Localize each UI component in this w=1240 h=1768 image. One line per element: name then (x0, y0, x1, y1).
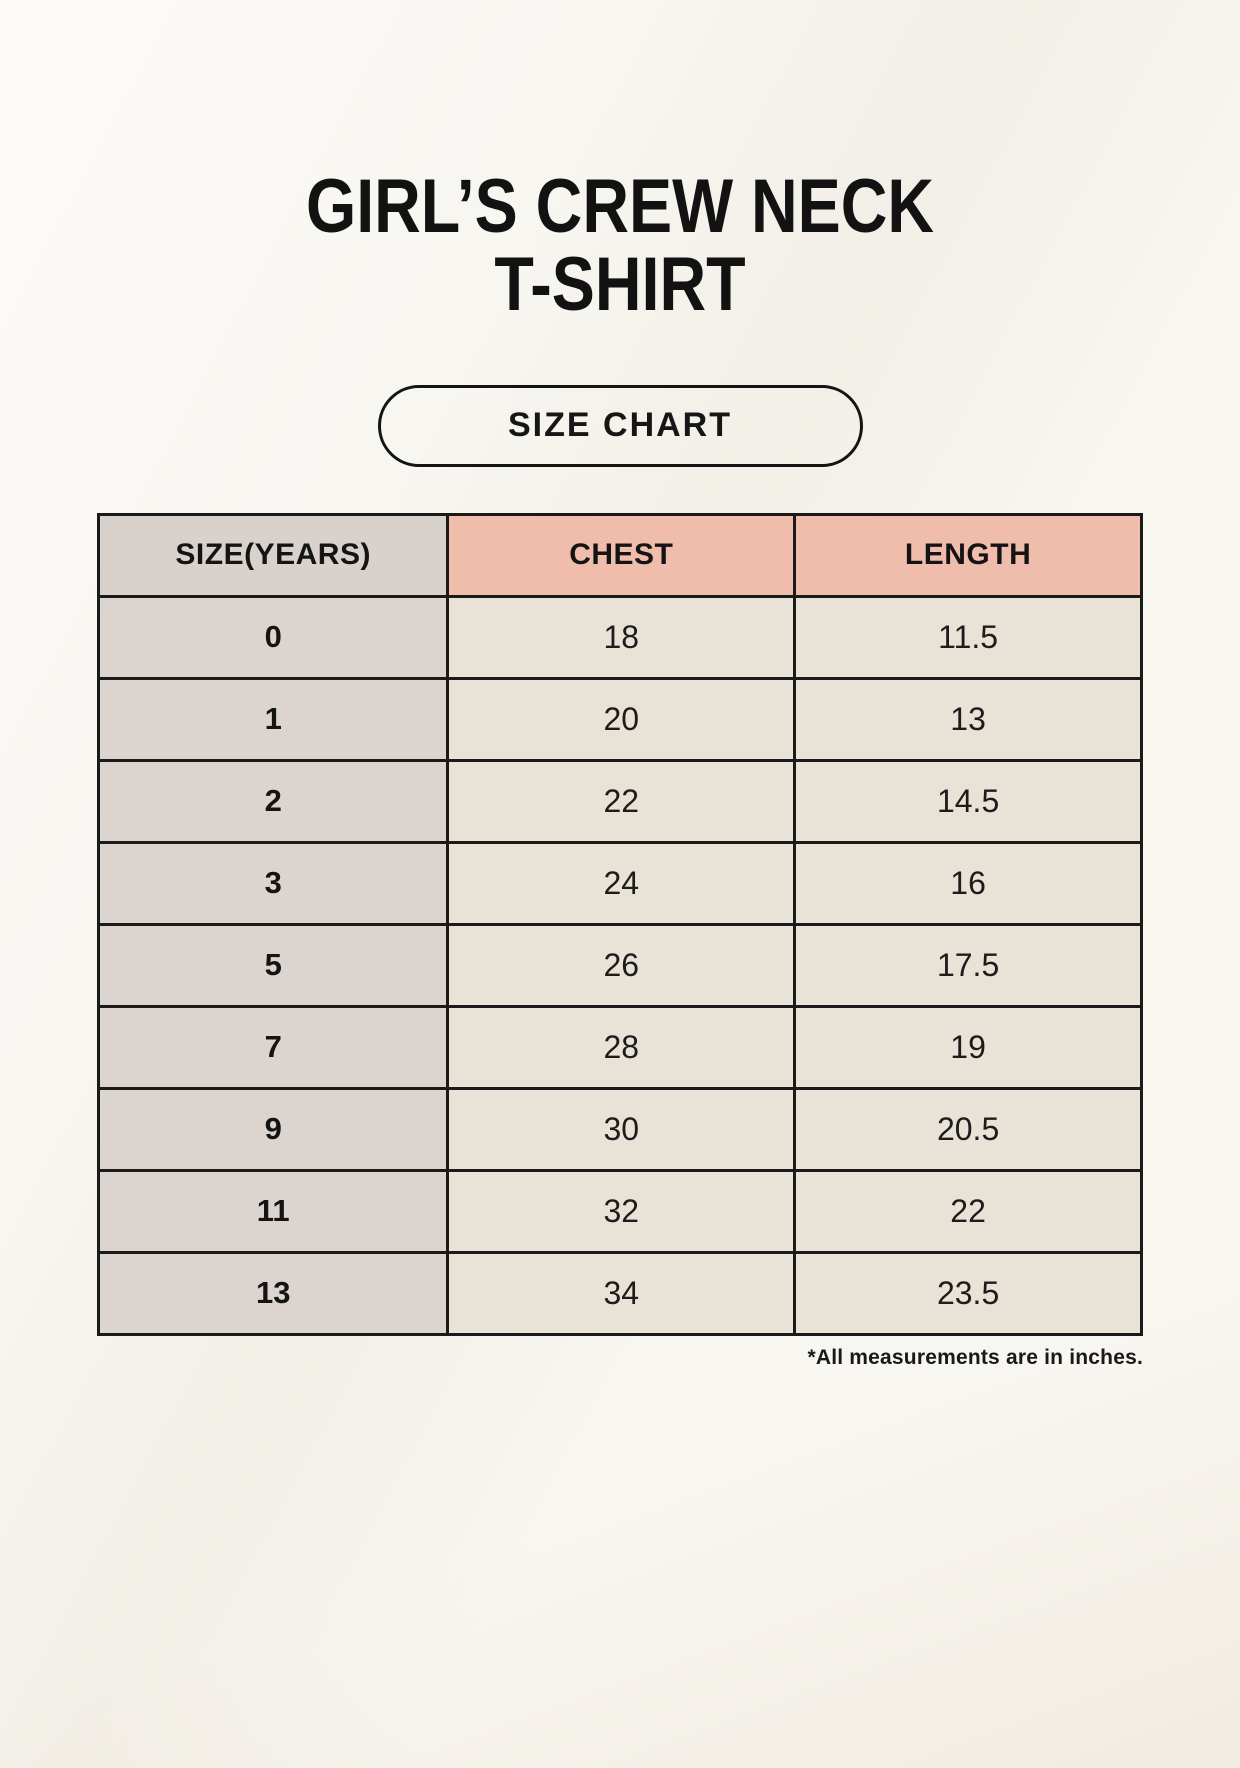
table-row: 5 26 17.5 (96, 922, 1143, 1008)
chest-cell: 24 (446, 840, 797, 926)
chest-cell: 34 (446, 1250, 797, 1336)
length-cell: 17.5 (793, 922, 1143, 1008)
column-header-length: LENGTH (793, 512, 1143, 598)
measurements-footnote: *All measurements are in inches. (807, 1345, 1143, 1369)
chest-cell: 20 (446, 676, 797, 762)
size-cell: 1 (96, 676, 450, 762)
length-cell: 23.5 (793, 1250, 1143, 1336)
length-cell: 13 (793, 676, 1143, 762)
table-header-row: SIZE(YEARS) CHEST LENGTH (96, 512, 1143, 598)
size-chart-badge: SIZE CHART (377, 384, 863, 467)
size-cell: 0 (96, 594, 450, 680)
table-row: 3 24 16 (96, 840, 1143, 926)
table-row: 13 34 23.5 (96, 1250, 1143, 1336)
chest-cell: 26 (446, 922, 797, 1008)
table-row: 7 28 19 (96, 1004, 1143, 1090)
chest-cell: 32 (446, 1168, 797, 1254)
page-title: GIRL’S CREW NECK T-SHIRT (93, 164, 1147, 328)
length-cell: 16 (793, 840, 1143, 926)
size-cell: 13 (96, 1250, 450, 1336)
length-cell: 19 (793, 1004, 1143, 1090)
column-header-size-years: SIZE(YEARS) (96, 512, 450, 598)
size-cell: 11 (96, 1168, 450, 1254)
size-table-section: SIZE(YEARS) CHEST LENGTH 0 18 11.5 1 20 … (96, 512, 1143, 1370)
size-cell: 7 (96, 1004, 450, 1090)
table-row: 9 30 20.5 (96, 1086, 1143, 1172)
chest-cell: 30 (446, 1086, 797, 1172)
chest-cell: 18 (446, 594, 797, 680)
table-row: 2 22 14.5 (96, 758, 1143, 844)
page-title-line-2: T-SHIRT (494, 242, 746, 328)
page-title-line-1: GIRL’S CREW NECK (305, 164, 935, 249)
size-cell: 3 (96, 840, 450, 926)
length-cell: 22 (793, 1168, 1143, 1254)
size-chart-badge-label: SIZE CHART (508, 406, 732, 445)
table-row: 0 18 11.5 (96, 594, 1143, 680)
chest-cell: 28 (446, 1004, 797, 1090)
size-cell: 9 (96, 1086, 450, 1172)
length-cell: 20.5 (793, 1086, 1143, 1172)
size-cell: 5 (96, 922, 450, 1008)
chest-cell: 22 (446, 758, 797, 844)
table-row: 11 32 22 (96, 1168, 1143, 1254)
table-row: 1 20 13 (96, 676, 1143, 762)
size-cell: 2 (96, 758, 450, 844)
length-cell: 11.5 (793, 594, 1143, 680)
size-table: SIZE(YEARS) CHEST LENGTH 0 18 11.5 1 20 … (96, 512, 1143, 1336)
length-cell: 14.5 (793, 758, 1143, 844)
column-header-chest: CHEST (446, 512, 797, 598)
